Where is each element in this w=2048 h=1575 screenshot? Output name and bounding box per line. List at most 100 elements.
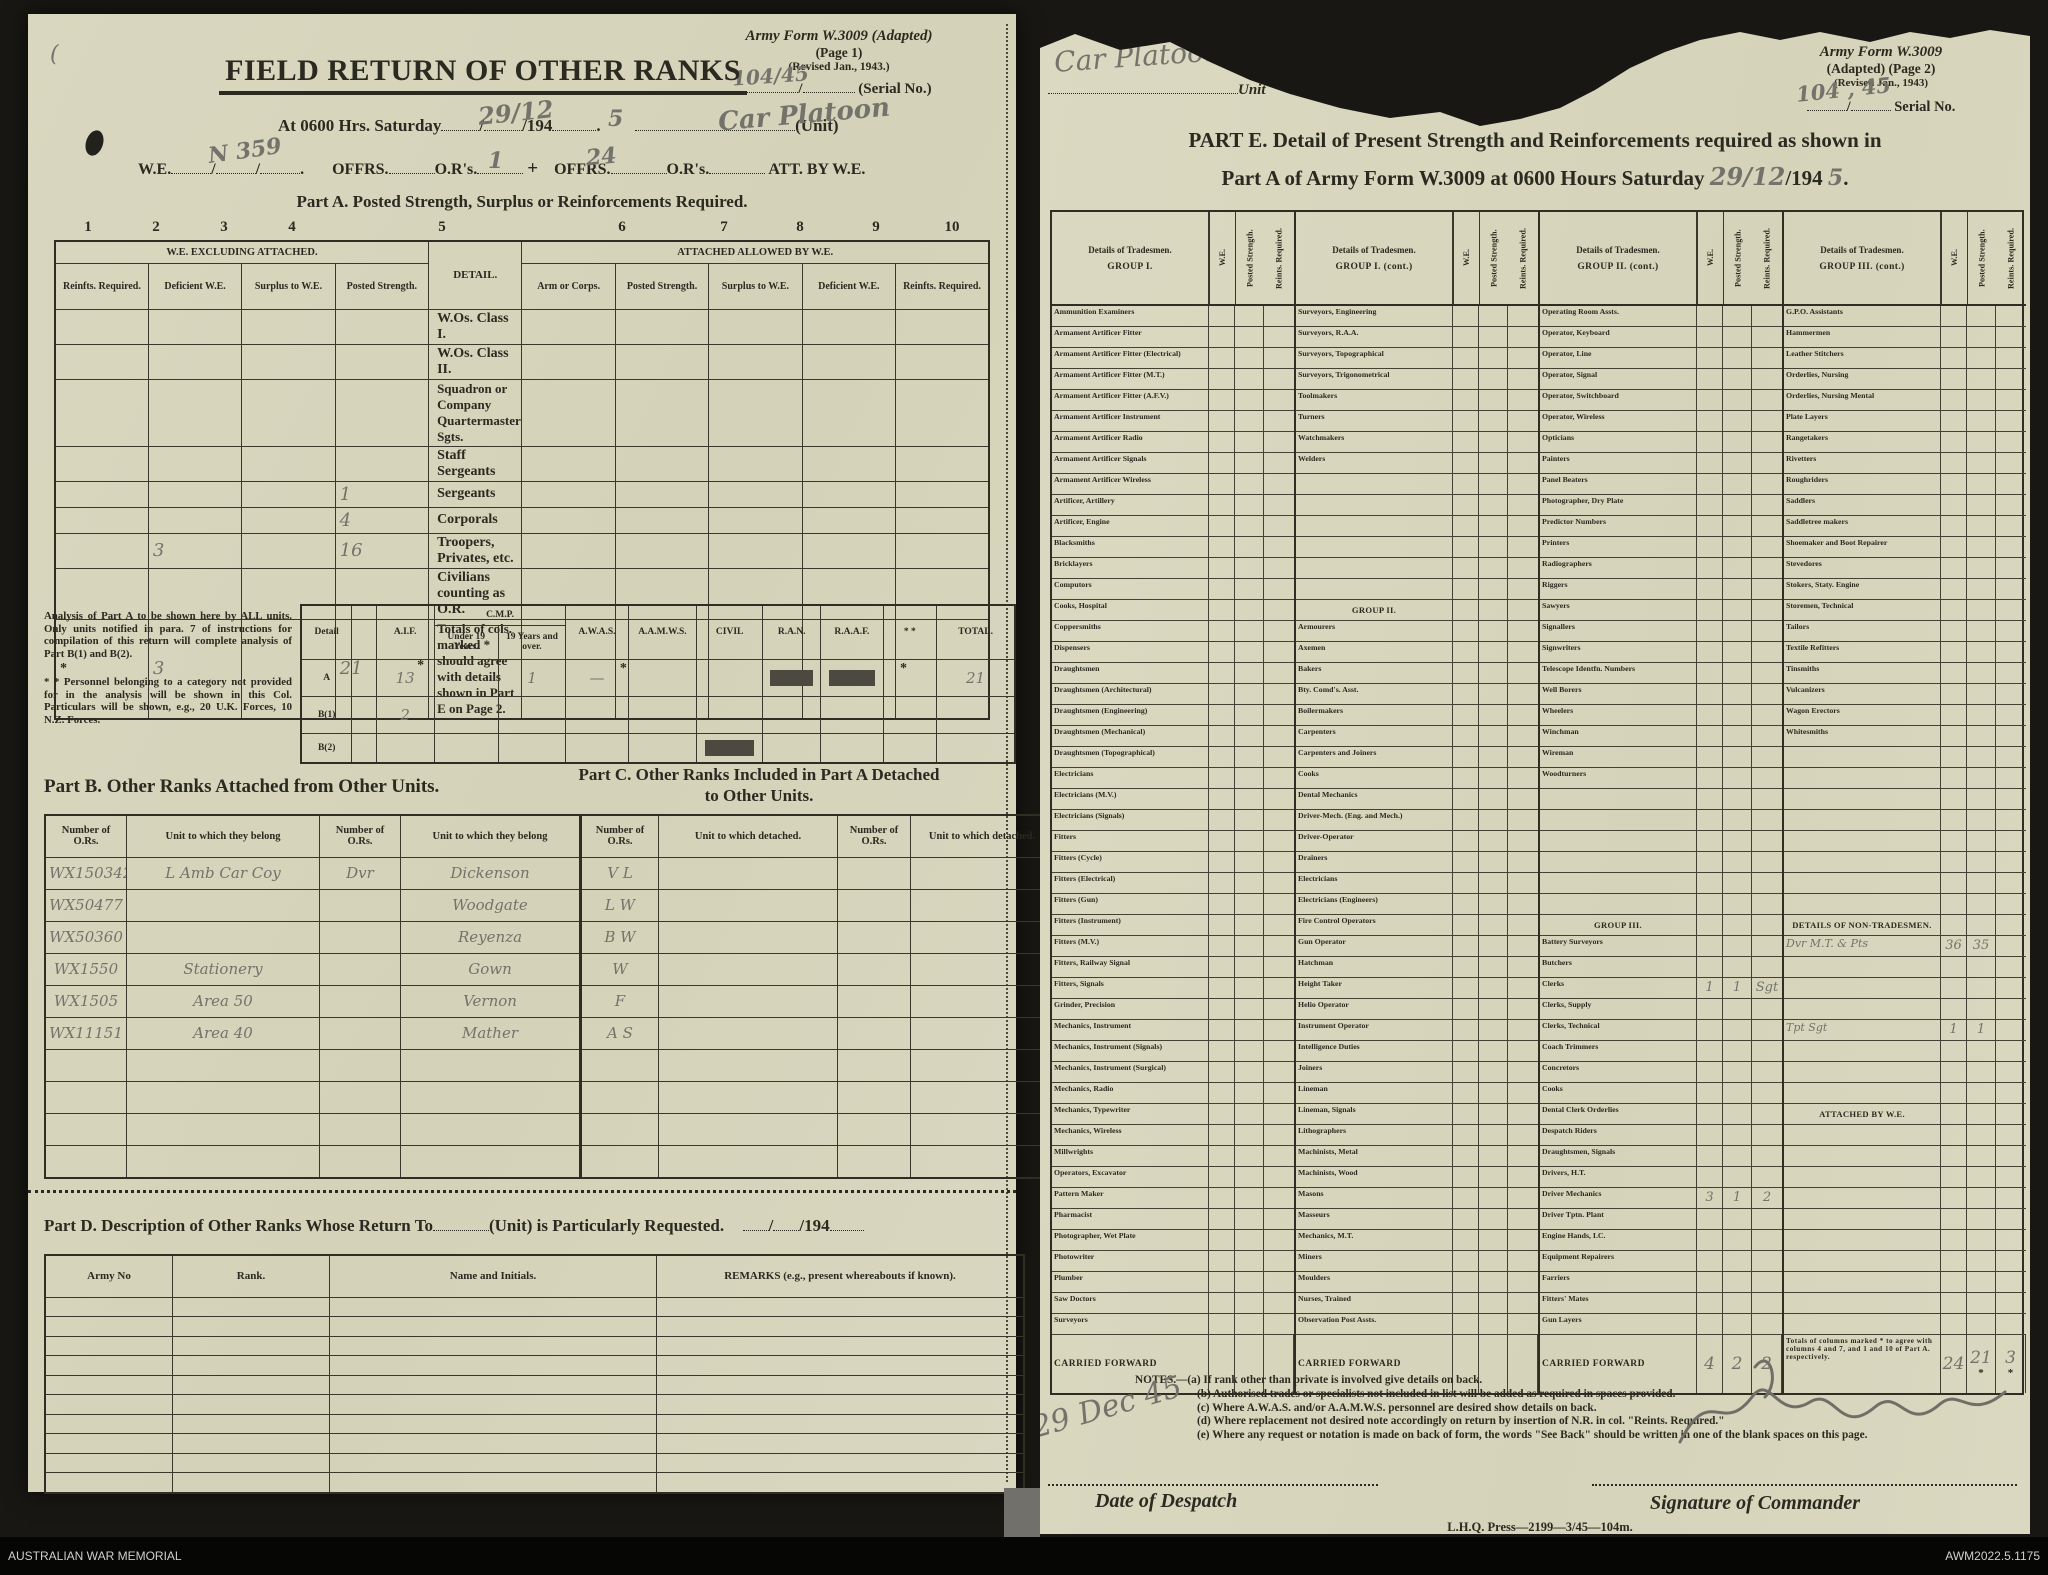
table-cell: Area 50 xyxy=(126,984,320,1018)
table-cell xyxy=(1508,306,1538,326)
trade-label: Fitters (Cycle) xyxy=(1052,852,1209,872)
table-cell xyxy=(1697,936,1723,956)
sub-header: Arm or Corps. xyxy=(521,262,616,310)
carried-forward-row: CARRIED FORWARD 4 2 2 xyxy=(1540,1335,1782,1393)
trade-label: Driver-Mech. (Eng. and Mech.) xyxy=(1296,810,1453,830)
table-cell xyxy=(658,952,838,986)
table-cell xyxy=(1723,1314,1752,1334)
table-cell xyxy=(334,378,430,447)
table-row: B(1) 2 xyxy=(300,695,1016,734)
table-cell xyxy=(1967,474,1996,494)
table-row: Signwriters xyxy=(1540,642,1782,663)
table-cell xyxy=(1723,684,1752,704)
trade-label: Engine Hands, I.C. xyxy=(1540,1230,1697,1250)
trade-label: Artificer, Artillery xyxy=(1052,495,1209,515)
table-cell xyxy=(1235,1146,1264,1166)
part-e-group: Details of Tradesmen. GROUP II. (cont.) W.… xyxy=(1540,212,1784,1393)
table-cell xyxy=(126,1080,320,1114)
table-row: Electricians xyxy=(1296,873,1538,894)
table-cell xyxy=(1479,1167,1508,1187)
handwritten-value: 35 xyxy=(1972,938,1990,953)
table-row: Staff Sergeants xyxy=(54,445,990,482)
table-cell xyxy=(1209,873,1235,893)
form-ref-line: Army Form W.3009 xyxy=(1819,44,1943,60)
table-cell xyxy=(1723,810,1752,830)
table-row xyxy=(1784,1062,2026,1083)
table-row: Electricians (M.V.) xyxy=(1052,789,1294,810)
table-row: Armament Artificer Fitter (A.F.V.) xyxy=(1052,390,1294,411)
table-cell xyxy=(1453,474,1479,494)
trade-label: Coach Trimmers xyxy=(1540,1041,1697,1061)
table-row: Watchmakers xyxy=(1296,432,1538,453)
handwritten-value: 1 xyxy=(1949,1022,1958,1037)
table-cell xyxy=(820,695,884,734)
trade-label: Equipment Repairers xyxy=(1540,1251,1697,1271)
column-header: Detail xyxy=(300,604,353,660)
trade-label: Pattern Maker xyxy=(1052,1188,1209,1208)
printed-star: * xyxy=(2007,1367,2014,1379)
table-cell xyxy=(1941,705,1967,725)
table-cell xyxy=(1453,831,1479,851)
trade-label: Saddlers xyxy=(1784,495,1941,515)
table-row: Boilermakers xyxy=(1296,705,1538,726)
table-row xyxy=(1540,789,1782,810)
table-cell: 2 xyxy=(375,695,435,734)
table-cell xyxy=(44,1112,127,1146)
table-cell xyxy=(1723,1272,1752,1292)
handwritten-entry: F xyxy=(614,992,626,1010)
table-cell xyxy=(1996,768,2026,788)
table-row: 3 16 Troopers, Privates, etc. xyxy=(54,532,990,569)
table-cell: L Amb Car Coy xyxy=(126,856,320,890)
table-cell xyxy=(1697,747,1723,767)
trade-label xyxy=(1784,999,1941,1019)
trade-label: Concretors xyxy=(1540,1062,1697,1082)
table-cell xyxy=(1752,936,1782,956)
table-row: Mechanics, Instrument xyxy=(1052,1020,1294,1041)
table-cell xyxy=(1941,621,1967,641)
table-cell xyxy=(1941,453,1967,473)
table-cell xyxy=(1723,894,1752,914)
table-cell xyxy=(1752,537,1782,557)
table-row: Wireman xyxy=(1540,747,1782,768)
table-cell xyxy=(1697,1125,1723,1145)
table-row: Operating Room Assts. xyxy=(1540,306,1782,327)
trade-label: Panel Beaters xyxy=(1540,474,1697,494)
handwritten-entry: Gown xyxy=(468,960,512,978)
table-row: Axemen xyxy=(1296,642,1538,663)
table-row xyxy=(44,1452,1025,1473)
table-row: W.Os. Class I. xyxy=(54,308,990,345)
table-cell xyxy=(1697,1209,1723,1229)
table-cell xyxy=(1209,432,1235,452)
table-row: Mechanics, Radio xyxy=(1052,1083,1294,1104)
table-cell xyxy=(708,532,803,569)
table-cell xyxy=(1479,747,1508,767)
table-row: Instrument Operator xyxy=(1296,1020,1538,1041)
table-cell xyxy=(54,445,149,482)
trade-label: Masons xyxy=(1296,1188,1453,1208)
table-cell xyxy=(1967,663,1996,683)
table-cell xyxy=(708,308,803,345)
trade-label: Operator, Keyboard xyxy=(1540,327,1697,347)
trade-label: Cooks, Hospital xyxy=(1052,600,1209,620)
table-cell xyxy=(1209,936,1235,956)
table-cell xyxy=(241,480,336,508)
table-cell: B W xyxy=(579,920,659,954)
table-cell xyxy=(1697,642,1723,662)
table-cell xyxy=(1967,1230,1996,1250)
column-header: REMARKS (e.g., present whereabouts if kn… xyxy=(656,1254,1025,1298)
we-column-header: W.E. xyxy=(1453,212,1479,304)
table-cell xyxy=(1697,1146,1723,1166)
table-cell xyxy=(1723,1125,1752,1145)
table-cell: 2 xyxy=(1752,1188,1782,1208)
table-row: Textile Refitters xyxy=(1784,642,2026,663)
table-row: Operator, Switchboard xyxy=(1540,390,1782,411)
trade-label: Boilermakers xyxy=(1296,705,1453,725)
table-cell xyxy=(147,506,243,534)
table-cell xyxy=(1453,411,1479,431)
column-header: Details of Tradesmen. xyxy=(1332,244,1416,255)
table-cell xyxy=(1453,915,1479,935)
trade-label: Well Borers xyxy=(1540,684,1697,704)
section-header: DETAILS OF NON-TRADESMEN. xyxy=(1784,915,1941,935)
part-e-group: Details of Tradesmen. GROUP III. (cont.) W… xyxy=(1784,212,2026,1393)
table-cell xyxy=(521,480,616,508)
